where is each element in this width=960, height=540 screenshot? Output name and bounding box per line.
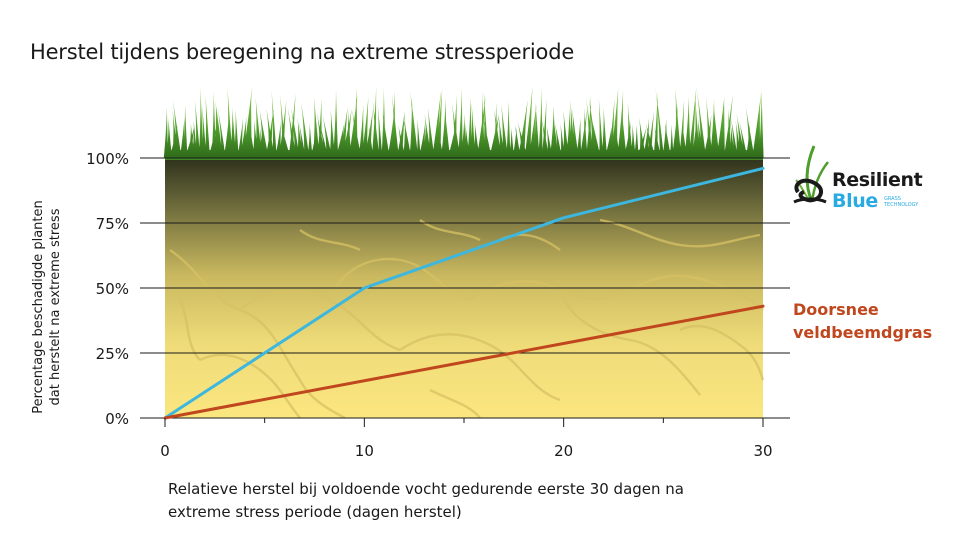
y-tick-label: 75%: [96, 215, 129, 233]
logo-subtext-line: GRASS: [884, 196, 901, 202]
logo-text-blue: Blue: [832, 190, 878, 212]
chart-title: Herstel tijdens beregening na extreme st…: [30, 40, 575, 64]
y-tick-label: 25%: [96, 345, 129, 363]
x-tick-label: 10: [355, 442, 374, 460]
x-axis-label: Relatieve herstel bij voldoende vocht ge…: [168, 478, 788, 524]
y-tick-label: 50%: [96, 280, 129, 298]
y-tick-label: 100%: [86, 150, 129, 168]
series-point-0-3: [761, 167, 765, 170]
series-point-0-2: [562, 216, 565, 219]
series-line-0: [163, 166, 765, 420]
y-axis-label-line: dat herstelt na extreme stress: [48, 208, 63, 406]
logo-subtext: GRASS TECHNOLOGY: [884, 196, 944, 208]
series-point-0-1: [363, 286, 366, 290]
resilient-blue-logo: Resilient Blue GRASS TECHNOLOGY: [790, 140, 950, 220]
series-label-line: Doorsnee: [793, 300, 879, 319]
y-tick-label: 0%: [105, 410, 129, 428]
series-line-1: [163, 304, 765, 420]
y-axis-label: Percentage beschadigde planten dat herst…: [30, 167, 64, 447]
x-axis-label-line: extreme stress periode (dagen herstel): [168, 503, 462, 521]
grass-sprout-logo-icon: [793, 145, 829, 204]
soil-cracks: [169, 218, 765, 420]
x-axis-label-line: Relatieve herstel bij voldoende vocht ge…: [168, 480, 684, 498]
x-tick-label: 20: [554, 442, 573, 460]
series-point-1-1: [761, 305, 765, 308]
x-tick-label: 30: [753, 442, 772, 460]
y-axis-label-line: Percentage beschadigde planten: [31, 200, 46, 414]
series-label-line: veldbeemdgras: [793, 323, 933, 342]
series-label-doorsnee: Doorsnee veldbeemdgras: [793, 298, 953, 344]
grass-band: [163, 86, 764, 160]
logo-text-resilient: Resilient: [832, 169, 923, 191]
x-tick-label: 0: [160, 442, 170, 460]
logo-subtext-line: TECHNOLOGY: [884, 202, 919, 208]
